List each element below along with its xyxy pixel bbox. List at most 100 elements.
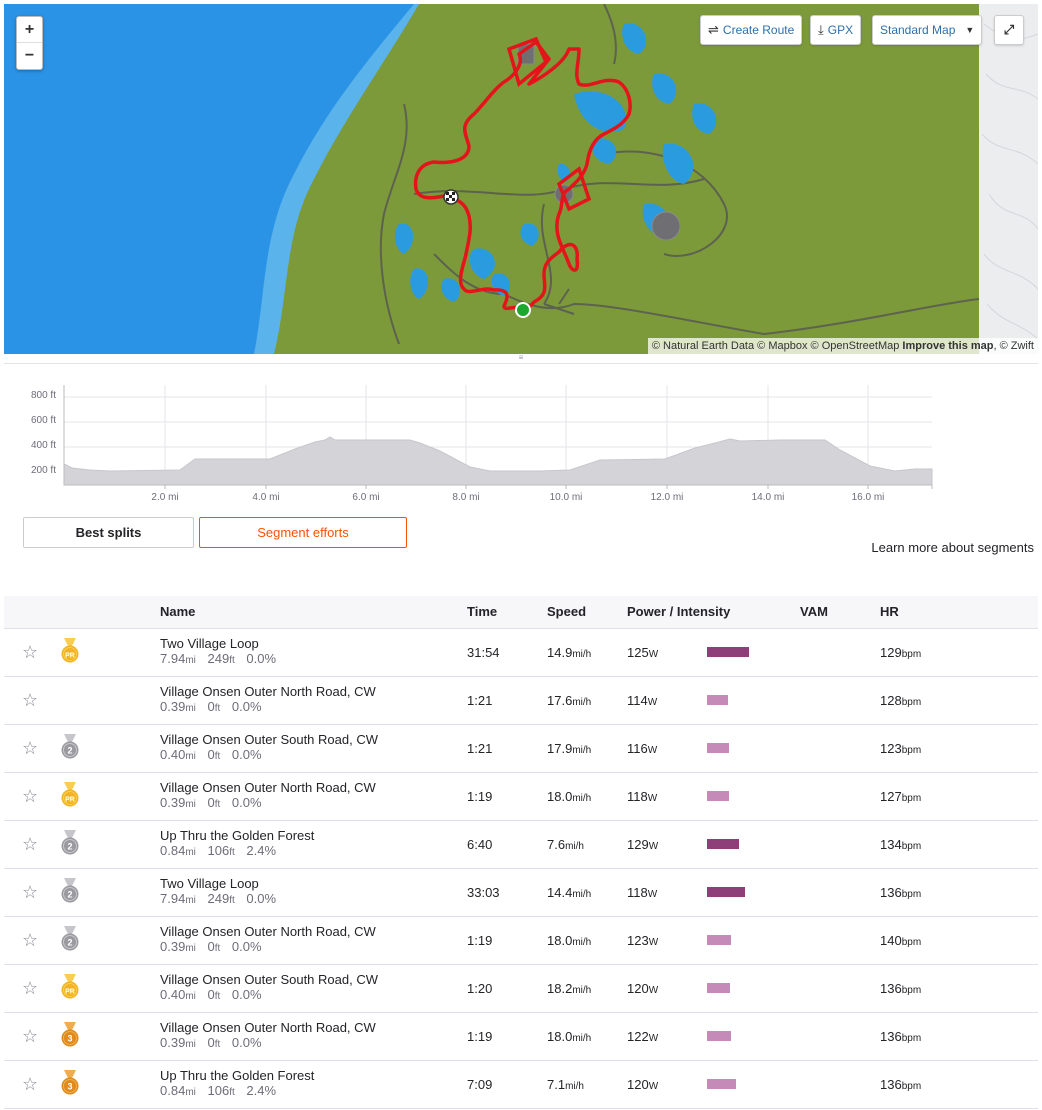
segment-grade: 0.0% (231, 746, 262, 762)
elevation-unit: ft (214, 750, 221, 762)
segment-row[interactable]: ☆ PR Two Village Loop 7.94mi 249ft 0.0% … (4, 628, 1038, 677)
segment-name-link[interactable]: Village Onsen Outer South Road, CW (160, 971, 378, 987)
svg-text:PR: PR (65, 652, 75, 659)
segment-distance: 0.84 (160, 1082, 186, 1098)
improve-map-link[interactable]: Improve this map (902, 340, 994, 352)
effort-vam (800, 1012, 880, 1061)
segment-elevation: 106 (207, 842, 230, 858)
effort-vam (800, 724, 880, 773)
star-icon[interactable]: ☆ (22, 785, 39, 806)
create-route-label: Create Route (722, 23, 795, 37)
segment-row[interactable]: ☆ 3 Up Thru the Golden Forest 0.84mi 106… (4, 1060, 1038, 1109)
hr-unit: bpm (901, 792, 922, 804)
effort-hr: 136 (880, 1028, 902, 1044)
intensity-bar (707, 647, 749, 657)
effort-power: 120 (627, 1076, 649, 1092)
segment-distance: 7.94 (160, 650, 186, 666)
segment-stats: 7.94mi 249ft 0.0% (160, 651, 467, 669)
route-map[interactable]: + − ⇌ Create Route ⤓ GPX Standard Map ▼ … (4, 4, 1038, 354)
hr-unit: bpm (901, 1032, 922, 1044)
attribution-mapbox[interactable]: © Mapbox (757, 340, 808, 352)
segment-name-link[interactable]: Two Village Loop (160, 875, 259, 891)
segment-name-link[interactable]: Village Onsen Outer North Road, CW (160, 683, 376, 699)
power-unit: W (648, 1032, 659, 1044)
segment-stats: 0.84mi 106ft 2.4% (160, 843, 467, 861)
resize-handle-icon[interactable]: ≡ (518, 353, 524, 362)
segment-stats: 0.39mi 0ft 0.0% (160, 939, 467, 957)
segment-row[interactable]: ☆ 2 Two Village Loop 7.94mi 249ft 0.0% 3… (4, 868, 1038, 917)
segment-name-link[interactable]: Up Thru the Golden Forest (160, 827, 315, 843)
elevation-unit: ft (229, 1086, 235, 1098)
distance-unit: mi (185, 1086, 196, 1098)
power-unit: W (648, 1080, 659, 1092)
speed-unit: mi/h (572, 744, 592, 756)
create-route-button[interactable]: ⇌ Create Route (700, 15, 803, 45)
attribution-natural-earth[interactable]: © Natural Earth Data (651, 340, 755, 352)
elevation-unit: ft (214, 1038, 221, 1050)
segment-name-link[interactable]: Up Thru the Golden Forest (160, 1067, 315, 1083)
effort-vam (800, 628, 880, 677)
intensity-bar (707, 839, 739, 849)
star-icon[interactable]: ☆ (22, 1025, 39, 1046)
effort-time: 1:21 (467, 724, 547, 773)
segment-name-link[interactable]: Village Onsen Outer South Road, CW (160, 731, 378, 747)
effort-time: 6:40 (467, 820, 547, 869)
segment-elevation: 249 (207, 650, 230, 666)
effort-power: 118 (627, 788, 648, 804)
elevation-unit: ft (214, 942, 221, 954)
star-icon[interactable]: ☆ (22, 977, 39, 998)
x-tick-label: 4.0 mi (252, 492, 280, 503)
zoom-in-button[interactable]: + (17, 17, 42, 43)
effort-power: 125 (627, 644, 649, 660)
map-resize-bar[interactable] (4, 354, 1038, 364)
star-icon[interactable]: ☆ (22, 1073, 39, 1094)
map-style-dropdown[interactable]: Standard Map ▼ (872, 15, 983, 45)
attribution-osm[interactable]: © OpenStreetMap (810, 340, 900, 352)
segment-row[interactable]: ☆ Village Onsen Outer North Road, CW 0.3… (4, 676, 1038, 725)
elevation-profile[interactable]: 800 ft 600 ft 400 ft 200 ft 2.0 mi 4.0 m… (0, 370, 1042, 503)
learn-more-segments-link[interactable]: Learn more about segments (871, 540, 1034, 555)
elevation-chart (63, 385, 933, 489)
segment-name-link[interactable]: Village Onsen Outer North Road, CW (160, 1019, 376, 1035)
segment-name-link[interactable]: Village Onsen Outer North Road, CW (160, 923, 376, 939)
speed-unit: mi/h (572, 792, 592, 804)
effort-hr: 129 (880, 644, 902, 660)
tab-best-splits[interactable]: Best splits (23, 517, 194, 548)
table-header-row: Name Time Speed Power / Intensity VAM HR (4, 596, 1038, 629)
name-column-header: Name (160, 596, 467, 629)
segment-row[interactable]: ☆ 2 Village Onsen Outer North Road, CW 0… (4, 916, 1038, 965)
silver-medal-icon: 2 (61, 829, 79, 854)
star-icon[interactable]: ☆ (22, 737, 39, 758)
distance-unit: mi (185, 702, 196, 714)
segment-row[interactable]: ☆ 2 Up Thru the Golden Forest 0.84mi 106… (4, 820, 1038, 869)
y-tick-label: 600 ft (30, 415, 56, 426)
svg-text:3: 3 (67, 1081, 72, 1091)
segment-name-link[interactable]: Village Onsen Outer North Road, CW (160, 779, 376, 795)
elevation-unit: ft (214, 990, 221, 1002)
effort-hr: 140 (880, 932, 902, 948)
segment-row[interactable]: ☆ 2 Village Onsen Outer South Road, CW 0… (4, 724, 1038, 773)
intensity-bar (707, 743, 729, 753)
finish-marker (443, 189, 459, 205)
gpx-download-button[interactable]: ⤓ GPX (810, 15, 862, 45)
star-icon[interactable]: ☆ (22, 641, 39, 662)
zoom-out-button[interactable]: − (24, 47, 35, 64)
hr-unit: bpm (901, 888, 922, 900)
achievement-column-header (60, 596, 160, 629)
tab-segment-efforts[interactable]: Segment efforts (199, 517, 407, 548)
intensity-bar (707, 791, 729, 801)
svg-text:2: 2 (67, 841, 72, 851)
segment-row[interactable]: ☆ 3 Village Onsen Outer North Road, CW 0… (4, 1012, 1038, 1061)
map-canvas[interactable] (4, 4, 1038, 354)
star-icon[interactable]: ☆ (22, 881, 39, 902)
distance-unit: mi (185, 990, 196, 1002)
star-icon[interactable]: ☆ (22, 833, 39, 854)
star-icon[interactable]: ☆ (22, 689, 39, 710)
fullscreen-button[interactable]: ⤢ (994, 15, 1024, 45)
segment-row[interactable]: ☆ PR Village Onsen Outer South Road, CW … (4, 964, 1038, 1013)
segment-name-link[interactable]: Two Village Loop (160, 635, 259, 651)
star-icon[interactable]: ☆ (22, 929, 39, 950)
segment-row[interactable]: ☆ PR Village Onsen Outer North Road, CW … (4, 772, 1038, 821)
distance-unit: mi (185, 1038, 196, 1050)
silver-medal-icon: 2 (61, 925, 79, 950)
